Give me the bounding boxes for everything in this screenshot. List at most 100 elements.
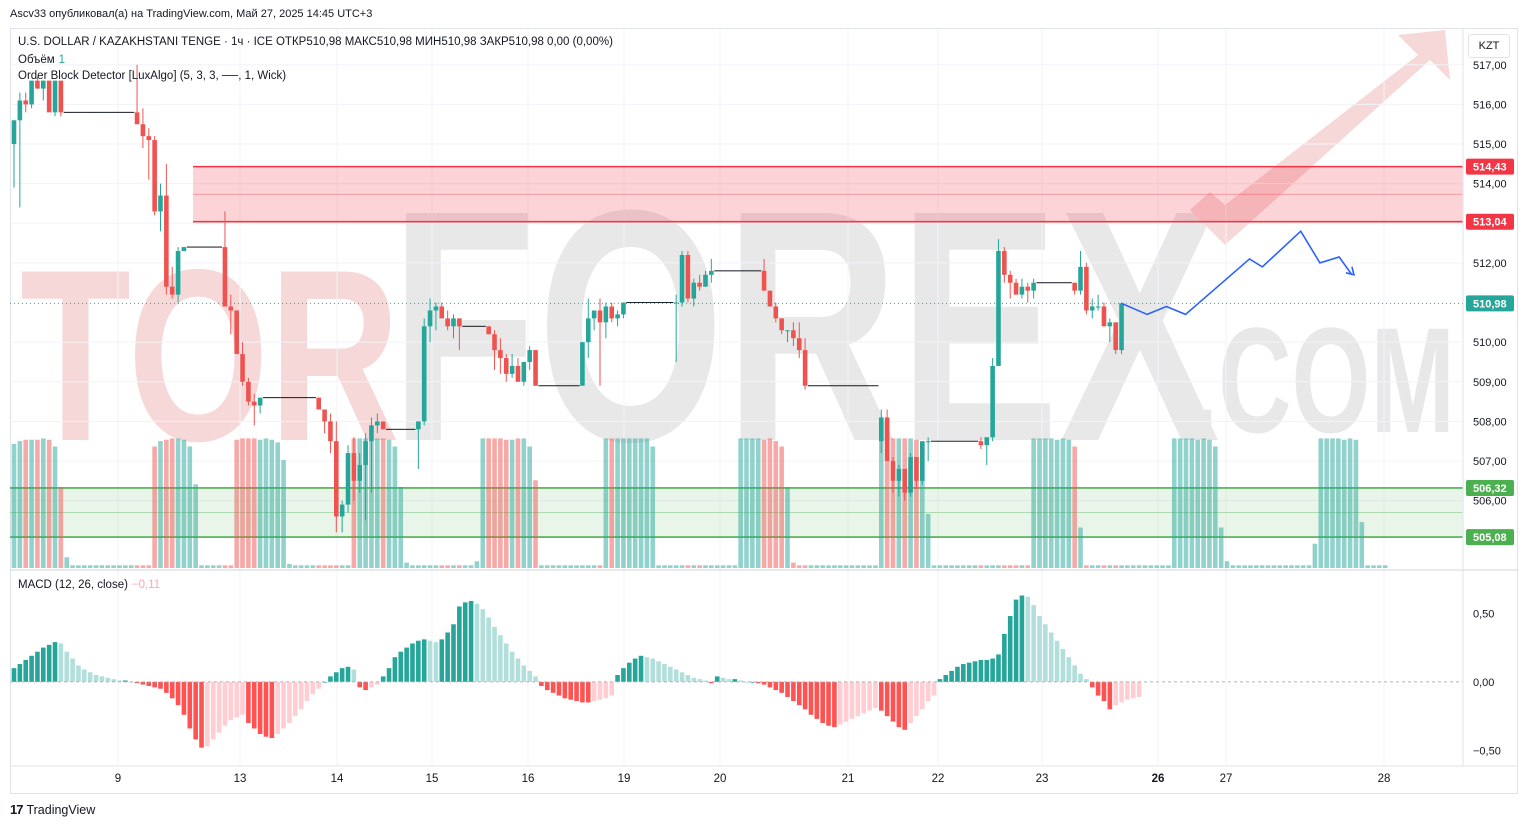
candle-body [521, 361, 527, 382]
volume-bar [1166, 565, 1171, 568]
time-tick-label: 14 [331, 773, 344, 785]
macd-bar [597, 681, 603, 700]
volume-bar [544, 565, 550, 568]
candle-body [421, 326, 427, 422]
symbol-legend[interactable]: U.S. DOLLAR / KAZAKHSTANI TENGE · 1ч · I… [18, 36, 613, 48]
volume-bar [199, 565, 204, 568]
volume-bar [345, 565, 351, 568]
volume-bar [574, 565, 579, 568]
macd-bar [1078, 673, 1083, 682]
volume-bar [1171, 438, 1177, 568]
volume-bar [738, 438, 743, 568]
volume-bar [1048, 438, 1054, 568]
indicator-label: Order Block Detector [LuxAlgo] (5, 3, 3,… [18, 70, 287, 82]
macd-bar [603, 681, 609, 699]
macd-bar [1066, 657, 1072, 682]
candle-body [322, 409, 327, 422]
chart-frame [10, 28, 1518, 794]
volume-bar [1265, 565, 1271, 568]
macd-bar [1095, 681, 1101, 696]
candle-body [1113, 322, 1118, 351]
macd-bar [902, 681, 908, 730]
volume-bar [978, 565, 984, 568]
volume-bar [966, 565, 972, 568]
volume-bar [1312, 543, 1318, 568]
macd-bar [556, 681, 562, 696]
order-block-top-badge: 514,43 [1466, 158, 1514, 175]
volume-bar [64, 557, 70, 568]
macd-bar [955, 666, 960, 682]
candle-body [334, 441, 339, 517]
volume-bar [392, 446, 398, 568]
volume-bar [404, 562, 409, 568]
candle-body [1025, 286, 1031, 291]
order-block-bearish [193, 165, 1463, 223]
volume-bar [709, 565, 714, 568]
volume-bar [949, 565, 954, 568]
watermark-left: TOR [20, 218, 400, 492]
volume-bar [785, 487, 790, 568]
macd-bar [416, 640, 421, 682]
candle-body [902, 468, 908, 493]
volume-legend[interactable]: Объём 1 [18, 54, 65, 66]
candle-body [791, 330, 796, 339]
volume-bar [222, 565, 228, 568]
order-block-top-badge-label: 506,32 [1473, 483, 1507, 495]
volume-bar [123, 565, 128, 568]
macd-bar [216, 681, 222, 733]
indicator-legend[interactable]: Order Block Detector [LuxAlgo] (5, 3, 3,… [18, 70, 286, 82]
candle-body [896, 468, 902, 481]
volume-bar [779, 446, 784, 568]
candle-body [609, 306, 615, 319]
volume-bar [1019, 565, 1025, 568]
candle-body [492, 334, 497, 351]
volume-bar [1382, 565, 1388, 568]
volume-bar [228, 565, 234, 568]
candle-body [257, 397, 263, 406]
volume-bar [826, 565, 831, 568]
macd-bar [550, 681, 556, 693]
volume-bar [1330, 438, 1335, 568]
macd-bar [1002, 633, 1007, 682]
volume-bar [316, 565, 322, 568]
volume-bar [761, 439, 767, 568]
macd-bar [480, 609, 486, 682]
volume-bar [533, 480, 538, 568]
symbol-line: U.S. DOLLAR / KAZAKHSTANI TENGE · 1ч · I… [18, 36, 613, 48]
candle-body [761, 270, 767, 291]
candle-body [1084, 266, 1089, 311]
volume-bar [1078, 527, 1083, 568]
tradingview-logo[interactable]: 17 TradingView [10, 802, 95, 817]
volume-bar [685, 565, 691, 568]
candle-body [703, 274, 708, 287]
macd-bar [1119, 681, 1124, 703]
macd-legend[interactable]: MACD (12, 26, close) −0,11 [18, 579, 160, 591]
volume-bar [1060, 438, 1066, 568]
volume-bar [1160, 565, 1165, 568]
macd-bar [755, 681, 761, 684]
macd-bar [966, 662, 972, 682]
currency-button[interactable]: KZT [1468, 34, 1510, 58]
price-tick-label: 506,00 [1473, 496, 1507, 508]
candle-body [767, 290, 773, 307]
volume-bar [509, 439, 515, 568]
candle-body [140, 124, 146, 137]
macd-bar [621, 668, 626, 682]
volume-bar [251, 438, 257, 568]
volume-bar [480, 438, 486, 568]
volume-bar [726, 565, 732, 568]
macd-bar [1101, 681, 1107, 702]
candle-body [785, 330, 790, 332]
macd-bar [445, 632, 450, 682]
volume-bar [322, 565, 327, 568]
volume-bar [1347, 438, 1353, 568]
time-axis: 9 13 14 15 16 19 20 21 22 23 26 27 28 [115, 773, 1391, 785]
volume-bar [187, 446, 193, 568]
macd-bar [1113, 681, 1118, 706]
volume-bar [257, 439, 263, 568]
volume-bar [140, 565, 146, 568]
volume-bar [11, 443, 17, 568]
candle-body [169, 286, 175, 295]
macd-bar [990, 658, 995, 682]
